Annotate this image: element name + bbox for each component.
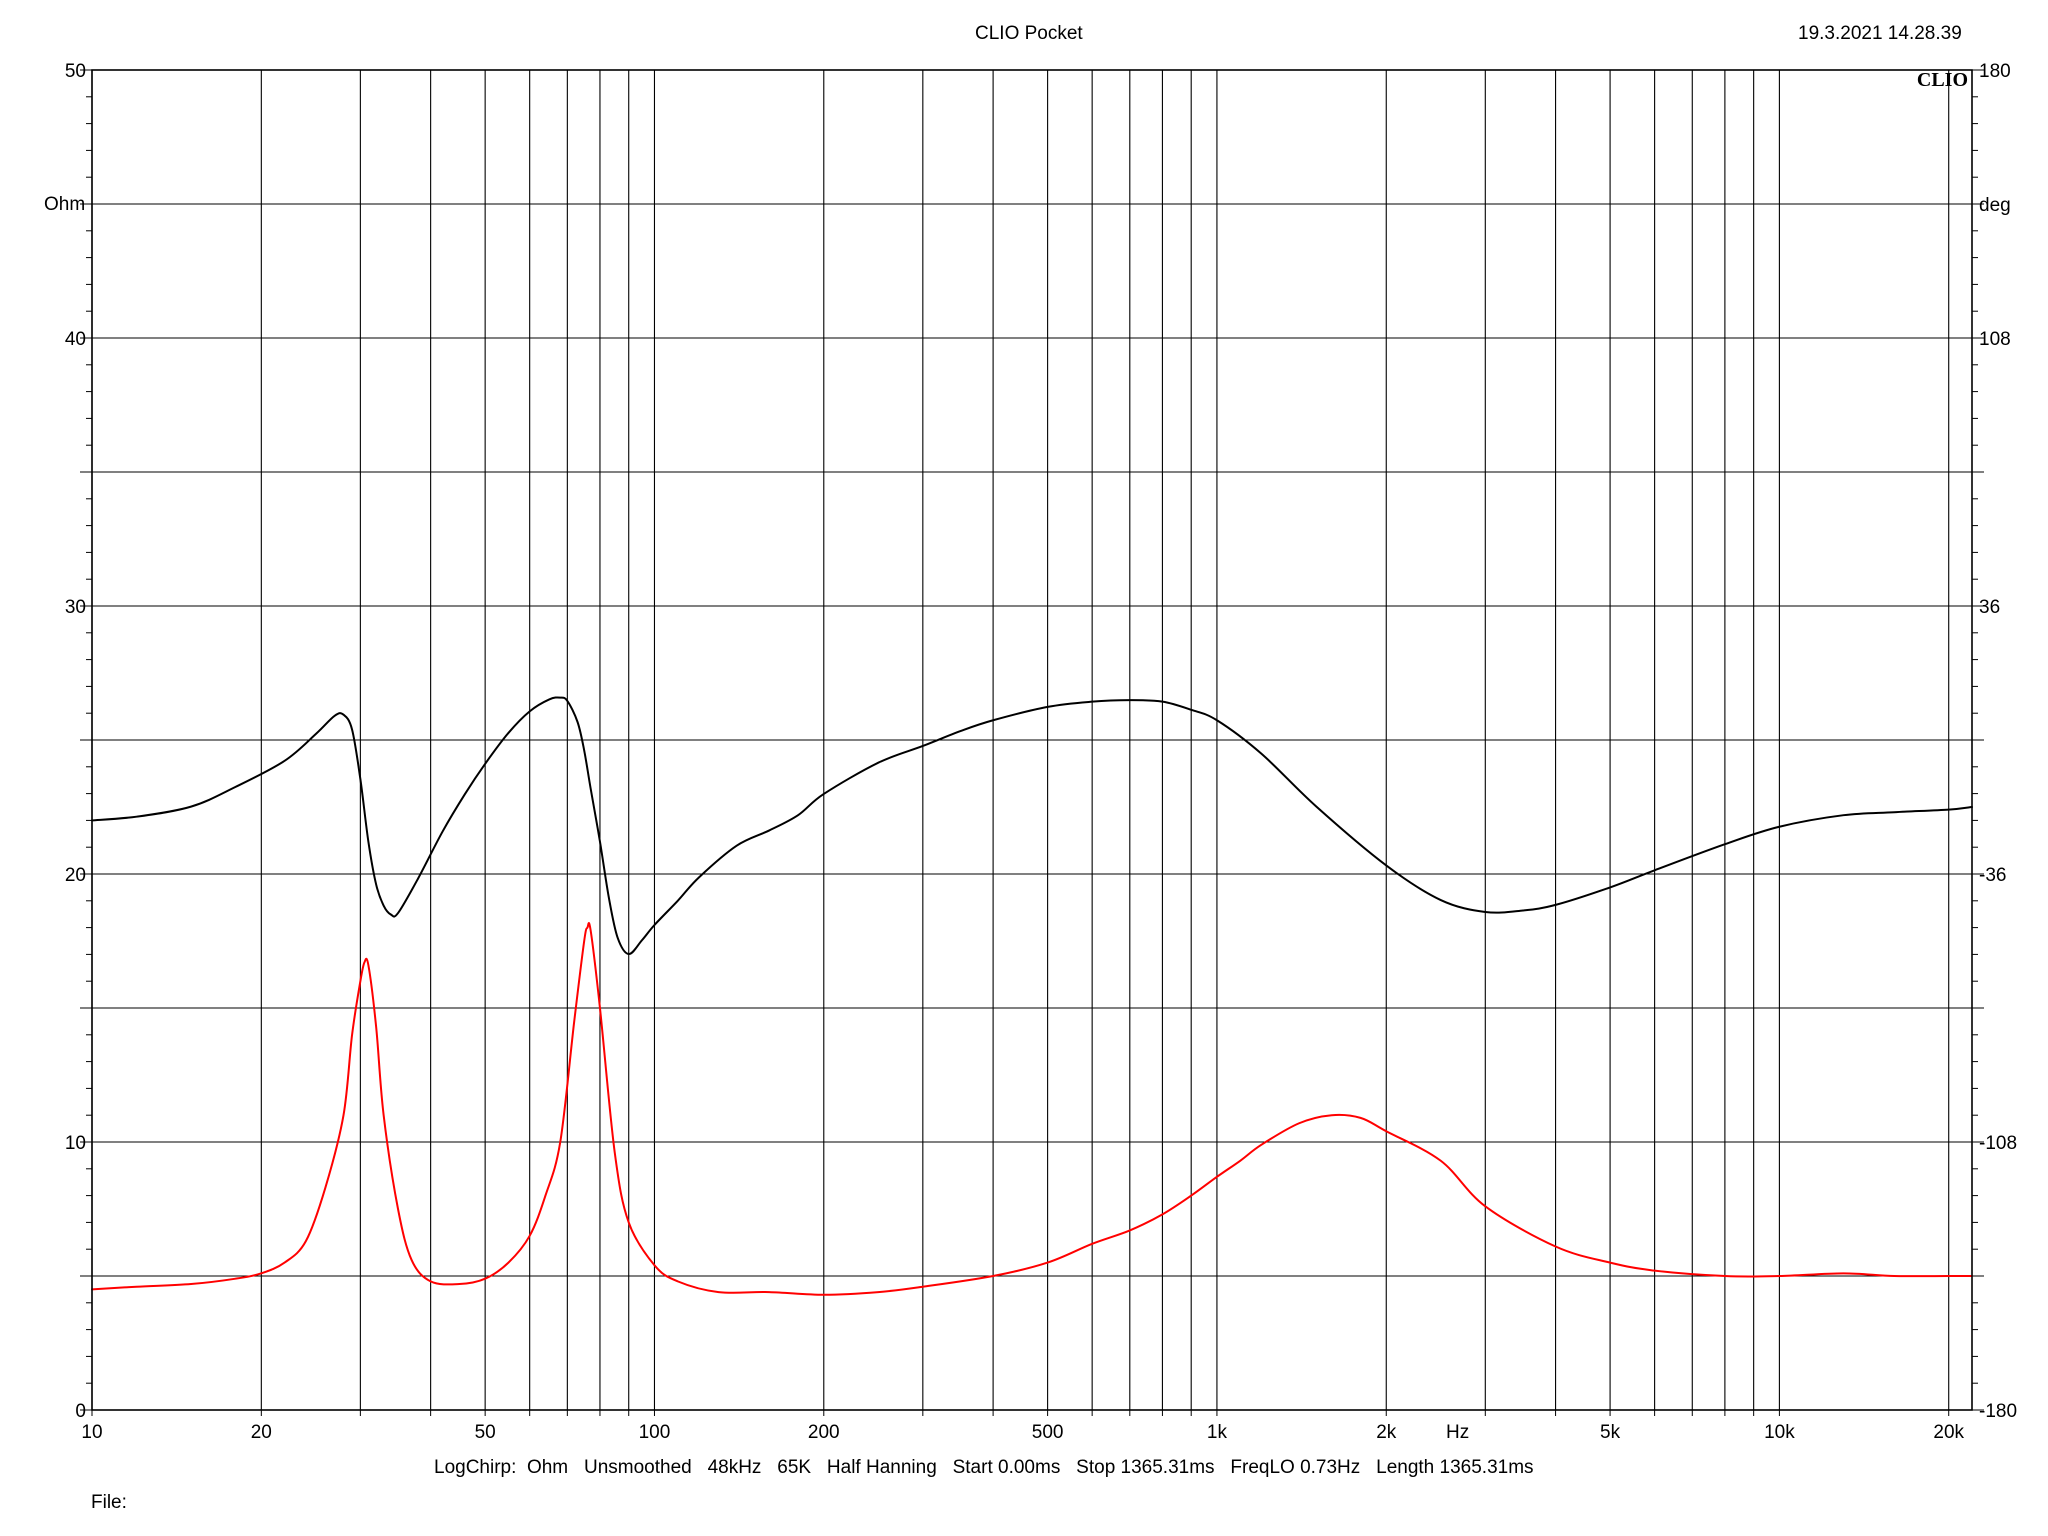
x-tick-label: 20 <box>251 1422 272 1443</box>
file-label: File: <box>91 1492 127 1513</box>
y-left-tick-label: 10 <box>65 1133 86 1154</box>
y-right-tick-label: -180 <box>1979 1401 2017 1422</box>
x-tick-label: 500 <box>1032 1422 1064 1443</box>
x-tick-label: 200 <box>808 1422 840 1443</box>
y-right-tick-label: 36 <box>1979 597 2000 618</box>
measurement-settings: LogChirp: Ohm Unsmoothed 48kHz 65K Half … <box>434 1457 1534 1479</box>
impedance-curve <box>91 922 1973 1296</box>
x-tick-label: 10 <box>81 1422 102 1443</box>
phase-curve <box>91 696 1973 956</box>
setting-window: Half Hanning <box>826 1457 937 1478</box>
x-tick-label: 10k <box>1764 1422 1795 1443</box>
y-left-tick-label: 40 <box>65 329 86 350</box>
y-left-tick-label: 0 <box>75 1401 86 1422</box>
x-tick-label: 2k <box>1376 1422 1397 1443</box>
y-right-tick-label: -108 <box>1979 1133 2017 1154</box>
series-group <box>91 696 1973 1296</box>
x-tick-labels: 10 20 50 100 200 500 1k 2k 5k 10k 20k <box>81 1422 1964 1443</box>
x-tick-label: 1k <box>1207 1422 1228 1443</box>
grid-lines <box>91 70 1972 1410</box>
y-right-tick-label: 180 <box>1979 61 2011 82</box>
setting-size: 65K <box>777 1457 812 1478</box>
plot-frame <box>91 69 1973 1411</box>
y-left-tick-label: 30 <box>65 597 86 618</box>
x-tick-label: 5k <box>1600 1422 1621 1443</box>
axis-ticks <box>80 69 1984 1416</box>
x-unit-label: Hz <box>1446 1422 1469 1443</box>
x-tick-label: 50 <box>475 1422 496 1443</box>
right-unit-label: deg <box>1979 195 2011 216</box>
timestamp: 19.3.2021 14.28.39 <box>1798 23 1962 44</box>
clio-logo: CLIO <box>1917 69 1968 91</box>
y-right-tick-label: 108 <box>1979 329 2011 350</box>
y-left-tick-label: 20 <box>65 865 86 886</box>
y-left-tick-labels: 0 10 20 30 40 50 <box>65 61 86 1422</box>
setting-length: Length 1365.31ms <box>1376 1457 1534 1478</box>
setting-start: Start 0.00ms <box>952 1457 1061 1478</box>
setting-smoothing: Unsmoothed <box>583 1457 692 1478</box>
setting-sample-rate: 48kHz <box>707 1457 762 1478</box>
y-left-tick-label: 50 <box>65 61 86 82</box>
x-tick-label: 20k <box>1933 1422 1964 1443</box>
left-unit-label: Ohm <box>44 194 85 215</box>
setting-freqlo: FreqLO 0.73Hz <box>1230 1457 1361 1478</box>
setting-mode: LogChirp: <box>434 1457 517 1478</box>
setting-unit: Ohm <box>526 1457 569 1478</box>
y-right-tick-label: -36 <box>1979 865 2006 886</box>
chart-title: CLIO Pocket <box>975 23 1083 44</box>
y-right-tick-labels: -180 -108 -36 36 108 180 <box>1979 61 2017 1422</box>
setting-stop: Stop 1365.31ms <box>1076 1457 1215 1478</box>
x-tick-label: 100 <box>639 1422 671 1443</box>
